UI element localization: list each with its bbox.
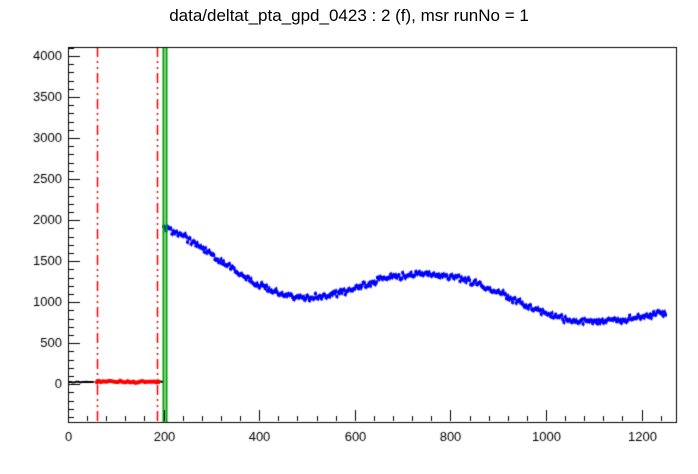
chart-title: data/deltat_pta_gpd_0423 : 2 (f), msr ru…	[169, 6, 529, 25]
